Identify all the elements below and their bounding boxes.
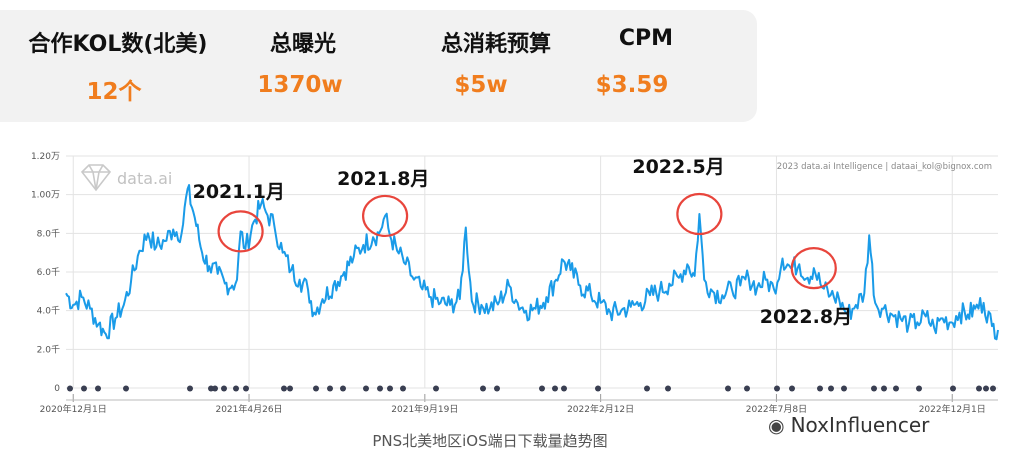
event-marker-dot[interactable] — [281, 385, 287, 392]
event-marker-dot[interactable] — [561, 385, 567, 392]
event-marker-dot[interactable] — [363, 385, 369, 392]
event-marker-dot[interactable] — [387, 385, 393, 392]
annotation-circle — [217, 210, 264, 253]
event-marker-dot[interactable] — [950, 385, 956, 392]
dataai-logo-icon — [80, 164, 112, 192]
download-trend-chart: 0 2.0千 4.0千 6.0千 8.0千 1.00万 1.20万 2020年12月1日 202… — [31, 152, 999, 415]
event-marker-dot[interactable] — [789, 385, 795, 392]
event-marker-dot[interactable] — [123, 385, 129, 392]
event-marker-dot[interactable] — [539, 385, 545, 392]
annotation-circle — [790, 247, 837, 290]
annotation-label: 2022.5月 — [632, 156, 724, 178]
x-tick-label: 2022年7月8日 — [746, 403, 807, 415]
annotation-label: 2021.1月 — [193, 181, 285, 203]
x-tick-label: 2020年12月1日 — [40, 403, 107, 415]
event-marker-dot[interactable] — [81, 385, 87, 392]
event-marker-dot[interactable] — [340, 385, 346, 392]
event-marker-dot[interactable] — [221, 385, 227, 392]
event-marker-dot[interactable] — [313, 385, 319, 392]
event-markers — [67, 385, 996, 392]
annotation-circle — [676, 192, 723, 236]
event-marker-dot[interactable] — [893, 385, 899, 392]
event-marker-dot[interactable] — [665, 385, 671, 392]
series-line — [65, 184, 999, 341]
chart-caption: PNS北美地区iOS端日下载量趋势图 — [372, 432, 608, 450]
y-tick-label: 1.20万 — [31, 152, 60, 162]
event-marker-dot[interactable] — [480, 385, 486, 392]
event-marker-dot[interactable] — [871, 385, 877, 392]
x-tick-label: 2021年9月19日 — [391, 403, 458, 415]
brand-watermark: ◉ NoxInfluencer — [768, 413, 929, 437]
event-marker-dot[interactable] — [400, 385, 406, 392]
annotations: 2021.1月 2021.8月 2022.5月 2022.8月 — [193, 156, 852, 328]
event-marker-dot[interactable] — [95, 385, 101, 392]
stat-label-budget: 总消耗预算 — [440, 32, 552, 57]
event-marker-dot[interactable] — [774, 385, 780, 392]
event-marker-dot[interactable] — [433, 385, 439, 392]
dataai-watermark-text: data.ai — [117, 169, 172, 188]
event-marker-dot[interactable] — [595, 385, 601, 392]
annotation-label: 2021.8月 — [337, 168, 429, 190]
y-tick-label: 6.0千 — [37, 267, 60, 278]
y-tick-label: 4.0千 — [37, 306, 60, 317]
event-marker-dot[interactable] — [233, 385, 239, 392]
event-marker-dot[interactable] — [828, 385, 834, 392]
event-marker-dot[interactable] — [377, 385, 383, 392]
chart-axes: 0 2.0千 4.0千 6.0千 8.0千 1.00万 1.20万 2020年12月1日 202… — [31, 152, 998, 415]
event-marker-dot[interactable] — [212, 385, 218, 392]
event-marker-dot[interactable] — [881, 385, 887, 392]
copyright-text: 2023 data.ai Intelligence | dataai_kol@b… — [777, 162, 992, 172]
event-marker-dot[interactable] — [644, 385, 650, 392]
x-tick-label: 2022年2月12日 — [567, 403, 634, 415]
annotation-label: 2022.8月 — [760, 306, 852, 328]
x-tick-label: 2021年4月26日 — [215, 403, 282, 415]
y-tick-label: 0 — [54, 384, 60, 394]
event-marker-dot[interactable] — [187, 385, 193, 392]
event-marker-dot[interactable] — [990, 385, 996, 392]
stat-value-cpm: $3.59 — [595, 72, 669, 98]
y-tick-label: 2.0千 — [37, 344, 60, 355]
event-marker-dot[interactable] — [725, 385, 731, 392]
stat-value-budget: $5w — [454, 72, 508, 98]
chart-grid — [66, 155, 998, 389]
stat-label-kol: 合作KOL数(北美) — [28, 32, 208, 57]
y-tick-label: 8.0千 — [37, 228, 60, 239]
stats-panel: 合作KOL数(北美) 12个 总曝光 1370w 总消耗预算 $5w CPM $… — [0, 10, 757, 122]
event-marker-dot[interactable] — [327, 385, 333, 392]
event-marker-dot[interactable] — [976, 385, 982, 392]
event-marker-dot[interactable] — [494, 385, 500, 392]
event-marker-dot[interactable] — [243, 385, 249, 392]
brand-watermark-text: NoxInfluencer — [790, 413, 930, 437]
stat-label-exposure: 总曝光 — [269, 32, 337, 57]
event-marker-dot[interactable] — [744, 385, 750, 392]
x-tick-label: 2022年12月1日 — [919, 403, 986, 415]
stat-value-kol: 12个 — [86, 79, 142, 105]
event-marker-dot[interactable] — [983, 385, 989, 392]
stat-label-cpm: CPM — [618, 26, 674, 51]
event-marker-dot[interactable] — [287, 385, 293, 392]
event-marker-dot[interactable] — [67, 385, 73, 392]
event-marker-dot[interactable] — [552, 385, 558, 392]
event-marker-dot[interactable] — [916, 385, 922, 392]
wechat-icon: ◉ — [768, 415, 785, 437]
dataai-watermark: data.ai — [80, 164, 172, 192]
annotation-circle — [361, 194, 409, 238]
event-marker-dot[interactable] — [817, 385, 823, 392]
stat-value-exposure: 1370w — [257, 72, 343, 98]
y-tick-label: 1.00万 — [31, 191, 60, 201]
event-marker-dot[interactable] — [841, 385, 847, 392]
